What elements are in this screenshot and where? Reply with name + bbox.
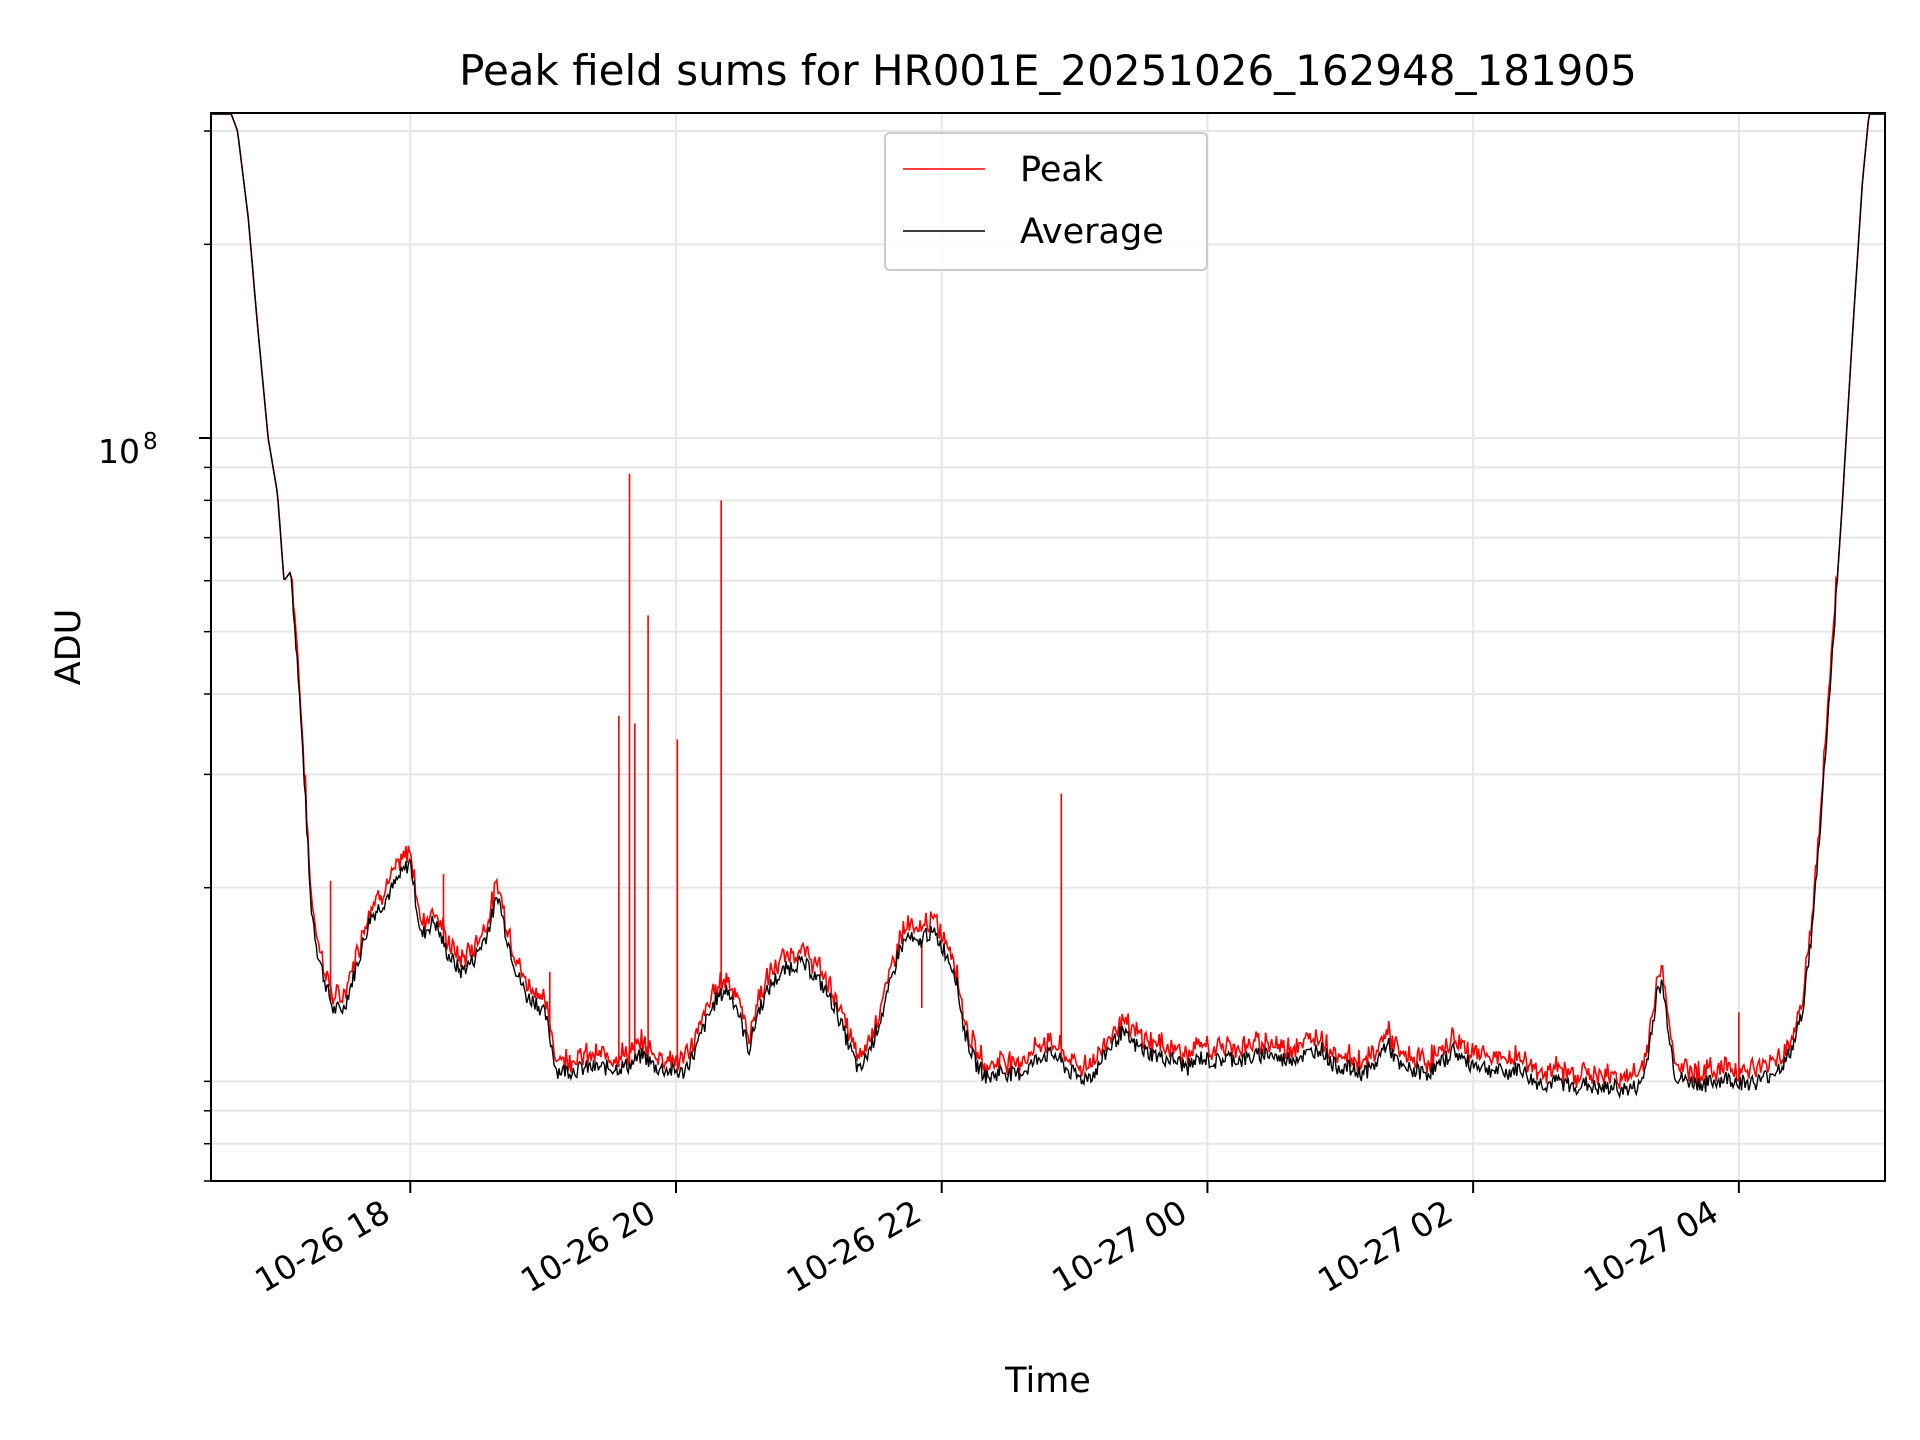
grid (211, 113, 1885, 1182)
chart-title: Peak field sums for HR001E_20251026_1629… (459, 46, 1637, 95)
y-tick-label-base: 10 (98, 432, 140, 471)
y-tick-label-exponent: 8 (143, 429, 158, 455)
plot-lines (211, 113, 1885, 1100)
legend-label-peak: Peak (1020, 150, 1104, 190)
x-axis-label: Time (1004, 1361, 1091, 1401)
axes-frame (210, 112, 1886, 1182)
y-tick-label: 10 8 (98, 429, 158, 471)
legend-box (884, 132, 1208, 271)
y-axis-label: ADU (49, 609, 89, 686)
series-peak-line (211, 113, 1885, 1090)
legend: Peak Average (884, 132, 1208, 271)
legend-label-average: Average (1020, 212, 1164, 252)
series-average-line (211, 113, 1885, 1100)
